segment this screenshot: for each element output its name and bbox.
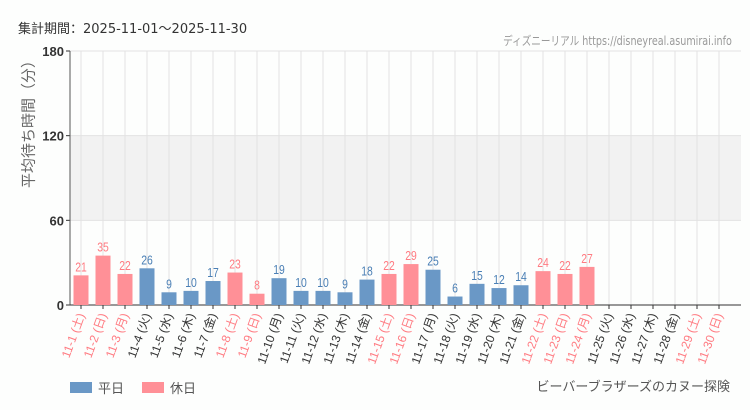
bar — [161, 292, 177, 305]
bar — [73, 275, 89, 305]
y-tick-label: 120 — [42, 129, 64, 144]
bar — [381, 273, 397, 305]
data-label: 22 — [383, 259, 395, 273]
data-label: 10 — [185, 276, 197, 290]
data-label: 24 — [537, 256, 549, 270]
bar — [469, 283, 485, 305]
legend-label: 平日 — [98, 382, 125, 397]
bar — [513, 285, 529, 305]
data-label: 9 — [166, 277, 172, 291]
bar — [491, 288, 507, 305]
bar — [227, 272, 243, 305]
site-credit: ディズニーリアル https://disneyreal.asumirai.inf… — [503, 34, 732, 48]
bar — [315, 290, 331, 305]
legend-label: 休日 — [170, 382, 197, 397]
bar — [117, 273, 133, 305]
data-label: 15 — [471, 269, 483, 283]
data-label: 9 — [342, 277, 348, 291]
y-tick-label: 0 — [57, 298, 64, 313]
data-label: 22 — [559, 259, 571, 273]
attraction-name: ビーバーブラザーズのカヌー探険 — [536, 380, 730, 395]
bar — [183, 290, 199, 305]
data-label: 26 — [141, 253, 153, 267]
period-label: 集計期間：2025-11-01～2025-11-30 — [18, 22, 248, 37]
data-label: 10 — [317, 276, 329, 290]
data-label: 6 — [452, 281, 458, 295]
data-label: 35 — [97, 241, 109, 255]
bar — [579, 266, 595, 305]
data-label: 12 — [493, 273, 505, 287]
y-tick-label: 180 — [42, 44, 64, 59]
bar — [139, 268, 155, 305]
bar — [205, 281, 221, 305]
bar — [403, 264, 419, 305]
data-label: 25 — [427, 255, 439, 269]
legend-swatch-weekday — [70, 382, 92, 393]
data-label: 14 — [515, 270, 527, 284]
data-label: 29 — [405, 249, 417, 263]
bar — [271, 278, 287, 305]
data-label: 21 — [75, 260, 87, 274]
legend-weekday[interactable]: 平日 — [70, 378, 124, 397]
bar — [249, 293, 265, 305]
data-label: 27 — [581, 252, 593, 266]
bar — [425, 269, 441, 305]
legend-swatch-holiday — [142, 382, 164, 393]
bar — [337, 292, 353, 305]
y-tick-label: 60 — [50, 213, 64, 228]
bar — [447, 296, 463, 305]
bar — [293, 290, 309, 305]
data-label: 10 — [295, 276, 307, 290]
data-label: 23 — [229, 258, 241, 272]
bar — [359, 279, 375, 305]
data-label: 17 — [207, 266, 219, 280]
bar — [557, 273, 573, 305]
bar — [535, 271, 551, 305]
data-label: 22 — [119, 259, 131, 273]
legend-holiday[interactable]: 休日 — [142, 378, 196, 397]
band-60-120 — [70, 135, 741, 221]
data-label: 8 — [254, 279, 260, 293]
data-label: 18 — [361, 265, 373, 279]
data-label: 19 — [273, 263, 285, 277]
bar — [95, 255, 111, 305]
